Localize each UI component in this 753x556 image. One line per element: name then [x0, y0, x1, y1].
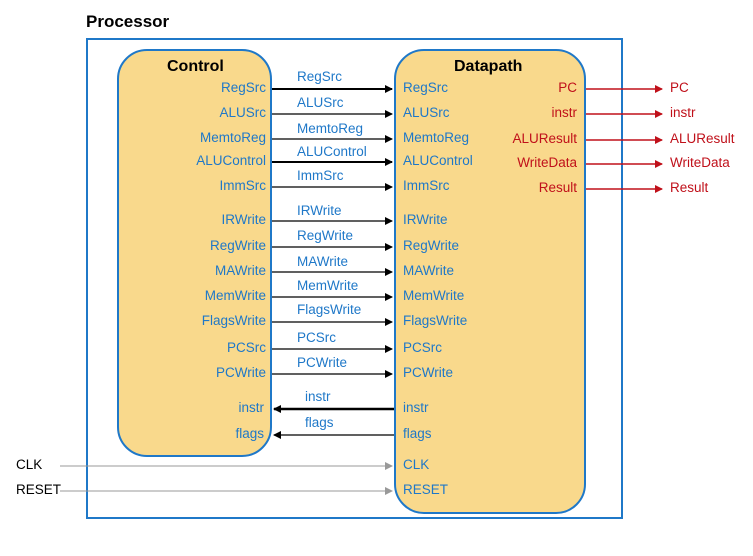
- datapath-out-port-aluresult: ALUResult: [512, 131, 577, 146]
- wire-label-memwrite: MemWrite: [297, 278, 359, 293]
- external-output-result: Result: [670, 180, 709, 195]
- wire-label-immsrc: ImmSrc: [297, 168, 344, 183]
- external-output-pc: PC: [670, 80, 689, 95]
- external-input-reset: RESET: [16, 482, 62, 497]
- wire-label-feedback-instr: instr: [305, 389, 331, 404]
- control-port-instr: instr: [238, 400, 264, 415]
- control-block: [117, 49, 272, 457]
- external-output-aluresult: ALUResult: [670, 131, 735, 146]
- external-output-instr: instr: [670, 105, 696, 120]
- wire-label-alusrc: ALUSrc: [297, 95, 344, 110]
- datapath-port-irwrite: IRWrite: [403, 212, 448, 227]
- datapath-port-pcsrc: PCSrc: [403, 340, 443, 355]
- wire-label-pcsrc: PCSrc: [297, 330, 337, 345]
- datapath-port-clk: CLK: [403, 457, 430, 472]
- datapath-port-flagswrite: FlagsWrite: [403, 313, 468, 328]
- datapath-out-port-result: Result: [538, 180, 577, 195]
- wire-label-flagswrite: FlagsWrite: [297, 302, 362, 317]
- external-output-writedata: WriteData: [670, 155, 730, 170]
- control-port-alucontrol: ALUControl: [196, 153, 266, 168]
- control-title: Control: [167, 58, 224, 75]
- processor-title: Processor: [86, 12, 170, 31]
- control-port-flags: flags: [235, 426, 264, 441]
- control-port-memtoreg: MemtoReg: [199, 130, 266, 145]
- wire-label-alucontrol: ALUControl: [297, 144, 367, 159]
- wire-label-feedback-flags: flags: [305, 415, 334, 430]
- control-port-flagswrite: FlagsWrite: [201, 313, 266, 328]
- control-port-regsrc: RegSrc: [220, 80, 266, 95]
- wire-label-regwrite: RegWrite: [297, 228, 354, 243]
- datapath-port-memtoreg: MemtoReg: [403, 130, 470, 145]
- datapath-port-regsrc: RegSrc: [403, 80, 449, 95]
- datapath-port-reset: RESET: [403, 482, 449, 497]
- wire-label-pcwrite: PCWrite: [297, 355, 348, 370]
- wire-label-mawrite: MAWrite: [297, 254, 349, 269]
- control-port-immsrc: ImmSrc: [219, 178, 267, 193]
- processor-boundary: [86, 38, 623, 519]
- datapath-block: [394, 49, 586, 514]
- control-port-pcsrc: PCSrc: [226, 340, 266, 355]
- wire-label-regsrc: RegSrc: [297, 69, 343, 84]
- datapath-port-out-instr: instr: [403, 400, 429, 415]
- datapath-out-port-writedata: WriteData: [517, 155, 577, 170]
- control-port-regwrite: RegWrite: [209, 238, 266, 253]
- datapath-out-port-instr: instr: [551, 105, 577, 120]
- wire-label-irwrite: IRWrite: [297, 203, 342, 218]
- datapath-port-immsrc: ImmSrc: [403, 178, 450, 193]
- datapath-port-mawrite: MAWrite: [403, 263, 455, 278]
- control-port-mawrite: MAWrite: [214, 263, 266, 278]
- datapath-port-pcwrite: PCWrite: [403, 365, 454, 380]
- control-port-irwrite: IRWrite: [221, 212, 266, 227]
- control-port-pcwrite: PCWrite: [215, 365, 266, 380]
- datapath-port-alucontrol: ALUControl: [403, 153, 473, 168]
- datapath-port-regwrite: RegWrite: [403, 238, 460, 253]
- datapath-port-out-flags: flags: [403, 426, 432, 441]
- datapath-out-port-pc: PC: [558, 80, 577, 95]
- datapath-port-memwrite: MemWrite: [403, 288, 465, 303]
- control-port-alusrc: ALUSrc: [219, 105, 266, 120]
- control-port-memwrite: MemWrite: [204, 288, 266, 303]
- wire-label-memtoreg: MemtoReg: [297, 121, 364, 136]
- external-input-clk: CLK: [16, 457, 43, 472]
- datapath-title: Datapath: [454, 58, 523, 75]
- datapath-port-alusrc: ALUSrc: [403, 105, 450, 120]
